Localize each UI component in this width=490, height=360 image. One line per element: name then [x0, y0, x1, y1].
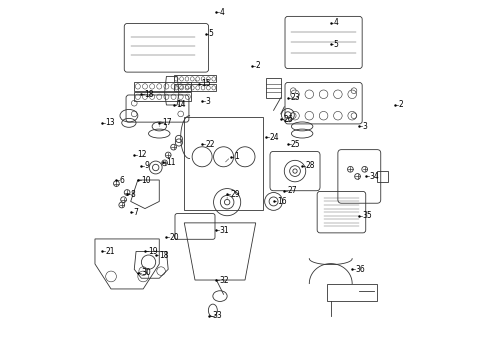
Bar	[134, 92, 192, 101]
Bar	[377, 171, 388, 182]
Text: 30: 30	[141, 268, 151, 277]
Text: 4: 4	[220, 8, 224, 17]
Text: 6: 6	[120, 176, 124, 185]
Bar	[173, 75, 217, 82]
Text: 11: 11	[166, 158, 175, 167]
Text: 19: 19	[148, 247, 158, 256]
Text: 4: 4	[334, 18, 339, 27]
Text: 31: 31	[220, 225, 229, 234]
Text: 18: 18	[145, 90, 154, 99]
Text: 18: 18	[159, 251, 169, 260]
Bar	[173, 84, 217, 91]
Text: 35: 35	[363, 211, 372, 220]
Text: 12: 12	[137, 150, 147, 159]
Text: 33: 33	[212, 311, 222, 320]
Text: 20: 20	[170, 233, 179, 242]
Text: 16: 16	[277, 197, 286, 206]
Text: 10: 10	[141, 176, 150, 185]
Bar	[184, 117, 263, 210]
Text: 14: 14	[177, 100, 186, 109]
Bar	[327, 284, 377, 301]
Text: 9: 9	[145, 161, 149, 170]
Text: 2: 2	[255, 61, 260, 70]
Text: 8: 8	[130, 190, 135, 199]
Text: 1: 1	[234, 152, 239, 161]
Text: 36: 36	[355, 265, 365, 274]
Text: 25: 25	[291, 140, 301, 149]
Text: 24: 24	[270, 132, 279, 141]
Text: 5: 5	[209, 29, 214, 38]
Text: 15: 15	[202, 79, 211, 88]
Text: 21: 21	[105, 247, 115, 256]
Text: 32: 32	[220, 275, 229, 284]
Text: 5: 5	[334, 40, 339, 49]
Text: 13: 13	[105, 118, 115, 127]
Bar	[267, 78, 281, 98]
Text: 28: 28	[305, 161, 315, 170]
Text: 22: 22	[205, 140, 215, 149]
Text: 7: 7	[134, 208, 139, 217]
Text: 27: 27	[288, 186, 297, 195]
Text: 26: 26	[284, 115, 294, 124]
Text: 2: 2	[398, 100, 403, 109]
Text: 34: 34	[369, 172, 379, 181]
Bar	[134, 82, 192, 91]
Text: 17: 17	[162, 118, 172, 127]
Text: 23: 23	[291, 93, 301, 102]
Text: 3: 3	[205, 97, 210, 106]
Text: 29: 29	[230, 190, 240, 199]
Text: 3: 3	[363, 122, 368, 131]
